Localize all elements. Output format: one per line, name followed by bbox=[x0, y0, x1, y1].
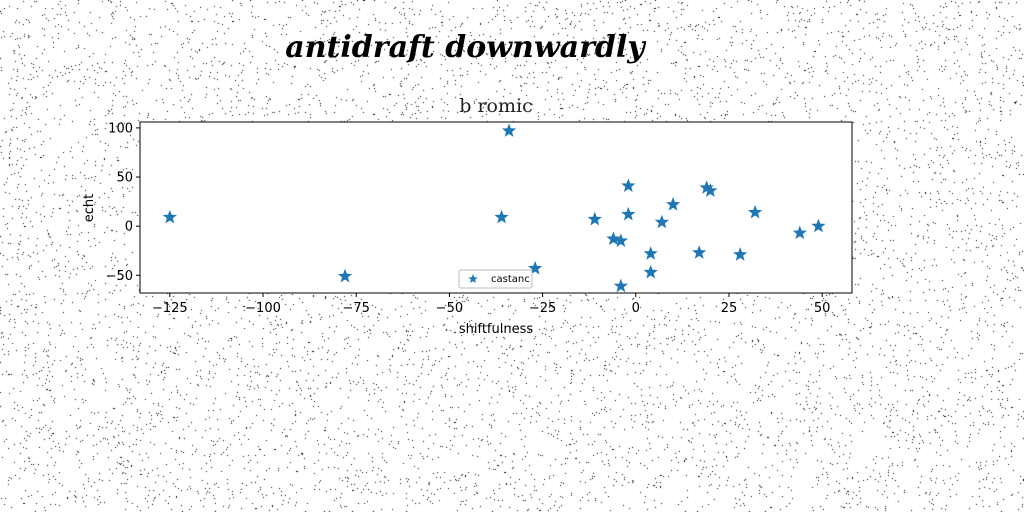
data-point-star bbox=[792, 225, 807, 240]
data-point-star bbox=[337, 268, 353, 283]
data-points bbox=[162, 123, 826, 293]
data-point-star bbox=[692, 245, 707, 259]
x-tick-label: 25 bbox=[721, 301, 738, 316]
y-tick-label: 0 bbox=[125, 220, 133, 235]
y-axis-ticks: −50 0 50 100 bbox=[106, 121, 140, 284]
legend-label: castanc bbox=[491, 274, 530, 285]
data-point-star bbox=[747, 204, 763, 219]
y-tick-label: −50 bbox=[106, 269, 133, 284]
x-tick-label: −25 bbox=[529, 301, 556, 316]
y-tick-label: 50 bbox=[116, 171, 133, 186]
data-point-star bbox=[699, 180, 714, 194]
legend: castanc bbox=[458, 269, 533, 289]
x-tick-label: −100 bbox=[245, 301, 281, 316]
data-point-star bbox=[528, 260, 543, 275]
x-tick-label: 50 bbox=[814, 301, 831, 316]
y-axis-label: echt bbox=[82, 194, 97, 222]
chart-title: b romic bbox=[459, 95, 532, 117]
data-point-star bbox=[501, 123, 517, 137]
data-point-star bbox=[621, 178, 636, 192]
data-point-star bbox=[587, 211, 602, 226]
data-point-star bbox=[613, 233, 629, 247]
y-tick-label: 100 bbox=[108, 121, 133, 136]
legend-star-marker bbox=[468, 274, 478, 284]
x-tick-label: 0 bbox=[632, 301, 640, 316]
data-point-star bbox=[162, 209, 177, 224]
x-tick-label: −125 bbox=[152, 301, 188, 316]
data-point-star bbox=[665, 197, 681, 211]
x-tick-label: −75 bbox=[342, 301, 369, 316]
x-axis-ticks: −125 −100 −75 −50 −25 0 25 50 bbox=[152, 293, 830, 316]
x-tick-label: −50 bbox=[436, 301, 463, 316]
data-point-star bbox=[654, 214, 670, 229]
data-point-star bbox=[494, 209, 509, 224]
plot-area bbox=[139, 121, 853, 294]
data-point-star bbox=[621, 206, 636, 221]
data-point-star bbox=[643, 246, 658, 260]
data-point-star bbox=[643, 264, 658, 279]
figure-supertitle: antidraft downwardly bbox=[285, 30, 645, 65]
data-point-star bbox=[613, 278, 629, 293]
data-point-star bbox=[606, 231, 621, 246]
data-point-star bbox=[703, 183, 718, 197]
legend-box bbox=[458, 269, 533, 289]
data-point-star bbox=[733, 247, 748, 261]
x-axis-label: shiftfulness bbox=[459, 322, 534, 337]
data-point-star bbox=[811, 218, 826, 233]
